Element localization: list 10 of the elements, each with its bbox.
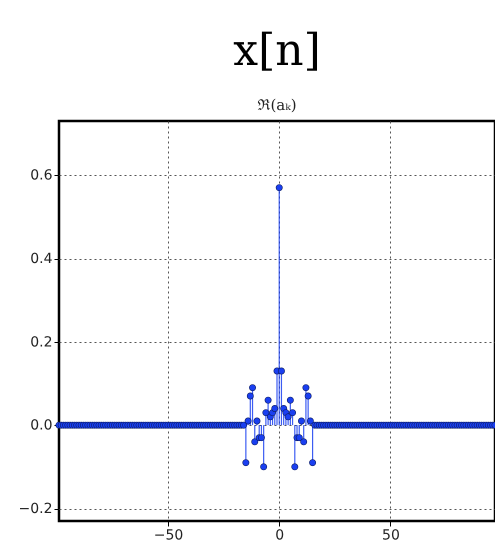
chart-subtitle: ℜ(aₖ) xyxy=(257,96,297,114)
y-tick-label: 0.0 xyxy=(30,418,52,434)
y-tick-label: −0.2 xyxy=(18,501,52,517)
y-tick-label: 0.6 xyxy=(30,168,53,184)
x-tick-label: 50 xyxy=(382,528,400,544)
y-tick-label: 0.2 xyxy=(30,334,52,350)
x-tick-label: −50 xyxy=(154,528,184,544)
y-tick-label: 0.4 xyxy=(30,251,53,267)
chart-title: x[n] xyxy=(233,25,321,76)
x-tick-label: 0 xyxy=(275,528,284,544)
